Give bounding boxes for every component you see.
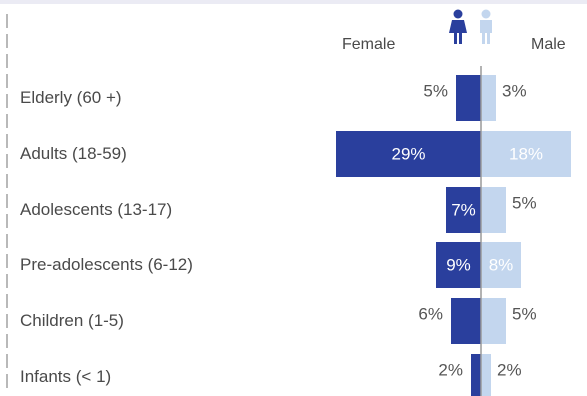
male-person-icon bbox=[480, 9, 492, 44]
male-value-label: 5% bbox=[512, 193, 537, 212]
male-bar bbox=[481, 298, 506, 344]
male-bar bbox=[481, 354, 491, 396]
male-bar bbox=[481, 242, 521, 288]
male-value-label: 8% bbox=[489, 255, 514, 274]
male-bar bbox=[481, 131, 571, 177]
female-bar bbox=[471, 354, 481, 396]
female-value-label: 2% bbox=[438, 360, 463, 379]
female-value-label: 7% bbox=[451, 200, 476, 219]
male-value-label: 5% bbox=[512, 304, 537, 323]
female-bar bbox=[336, 131, 481, 177]
category-label: Children (1-5) bbox=[20, 311, 124, 330]
female-bar bbox=[446, 187, 481, 233]
female-value-label: 5% bbox=[423, 81, 448, 100]
female-bar bbox=[456, 75, 481, 121]
female-value-label: 9% bbox=[446, 255, 471, 274]
category-label: Adults (18-59) bbox=[20, 144, 127, 163]
female-value-label: 29% bbox=[391, 144, 425, 163]
male-value-label: 18% bbox=[509, 144, 543, 163]
female-value-label: 6% bbox=[418, 304, 443, 323]
category-label: Infants (< 1) bbox=[20, 367, 112, 386]
category-label: Pre-adolescents (6-12) bbox=[20, 255, 193, 274]
female-bar bbox=[451, 298, 481, 344]
category-label: Adolescents (13-17) bbox=[20, 200, 173, 219]
legend-male-label: Male bbox=[531, 36, 566, 53]
legend-female-label: Female bbox=[342, 36, 396, 53]
category-label: Elderly (60 +) bbox=[20, 88, 122, 107]
male-bar bbox=[481, 187, 506, 233]
female-person-icon bbox=[449, 9, 467, 44]
male-bar bbox=[481, 75, 496, 121]
male-value-label: 2% bbox=[497, 360, 522, 379]
male-value-label: 3% bbox=[502, 81, 527, 100]
top-border bbox=[0, 0, 587, 4]
female-bar bbox=[436, 242, 481, 288]
